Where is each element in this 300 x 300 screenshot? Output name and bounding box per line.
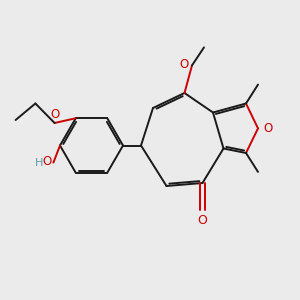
Text: O: O [179,58,188,71]
Text: O: O [263,122,273,135]
Text: O: O [51,109,60,122]
Text: O: O [198,214,207,227]
Text: O: O [43,154,52,168]
Text: H: H [34,158,43,169]
